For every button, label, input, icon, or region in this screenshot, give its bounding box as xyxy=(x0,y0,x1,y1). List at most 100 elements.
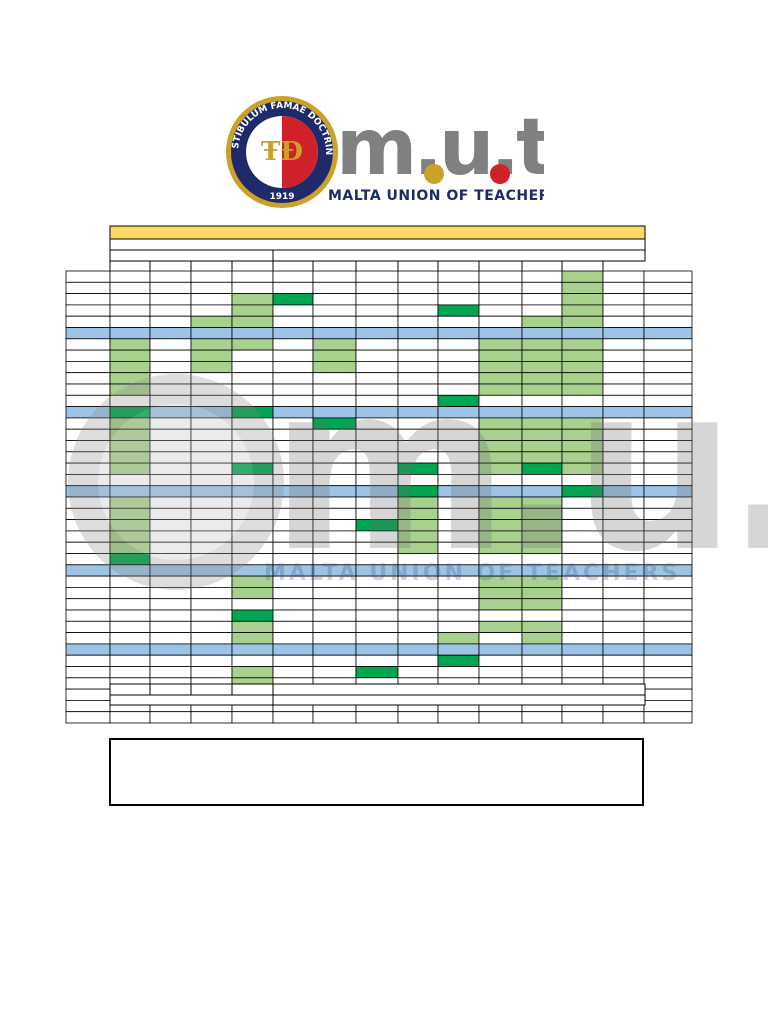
week-separator-cell xyxy=(231,406,274,419)
calendar-cell xyxy=(231,519,274,532)
calendar-cell xyxy=(437,349,480,362)
calendar-cell xyxy=(478,530,523,543)
calendar-cell xyxy=(643,281,693,294)
calendar-cell xyxy=(65,575,111,588)
calendar-cell xyxy=(231,598,274,611)
calendar-cell xyxy=(272,598,314,611)
calendar-cell xyxy=(397,360,439,374)
calendar-cell xyxy=(231,620,274,633)
calendar-cell xyxy=(397,519,439,532)
calendar-cell xyxy=(149,519,192,532)
calendar-cell xyxy=(643,541,693,554)
calendar-cell xyxy=(602,711,645,724)
calendar-cell xyxy=(643,270,693,283)
week-separator-cell xyxy=(397,564,439,577)
calendar-cell xyxy=(643,383,693,396)
calendar-cell xyxy=(643,338,693,351)
calendar-cell xyxy=(437,394,480,407)
calendar-cell xyxy=(149,360,192,374)
calendar-cell xyxy=(231,666,274,679)
calendar-cell xyxy=(521,587,563,600)
calendar-cell xyxy=(561,315,604,328)
week-separator-cell xyxy=(437,406,480,419)
calendar-cell xyxy=(190,383,233,396)
calendar-cell xyxy=(355,541,399,554)
week-separator-cell xyxy=(65,564,111,577)
calendar-cell xyxy=(602,620,645,633)
calendar-cell xyxy=(355,473,399,487)
calendar-cell xyxy=(190,598,233,611)
calendar-cell xyxy=(397,553,439,566)
calendar-cell xyxy=(437,440,480,453)
week-separator-cell xyxy=(149,406,192,419)
calendar-column-header xyxy=(109,249,646,262)
calendar-cell xyxy=(312,519,357,532)
calendar-cell xyxy=(355,462,399,475)
calendar-cell xyxy=(437,315,480,328)
calendar-cell xyxy=(355,315,399,328)
calendar-cell xyxy=(397,632,439,645)
calendar-cell xyxy=(602,293,645,306)
calendar-cell xyxy=(521,620,563,633)
calendar-cell xyxy=(643,372,693,385)
calendar-cell xyxy=(478,507,523,520)
week-separator-cell xyxy=(312,643,357,656)
calendar-cell xyxy=(190,462,233,475)
calendar-cell xyxy=(312,372,357,385)
calendar-cell xyxy=(312,281,357,294)
calendar-cell xyxy=(478,654,523,667)
footer-note xyxy=(111,740,642,752)
calendar-cell xyxy=(231,372,274,385)
calendar-cell xyxy=(312,451,357,464)
calendar-cell xyxy=(437,428,480,441)
calendar-cell xyxy=(643,609,693,622)
calendar-cell xyxy=(397,281,439,294)
week-separator-cell xyxy=(561,564,604,577)
calendar-cell xyxy=(312,462,357,475)
calendar-cell xyxy=(397,587,439,600)
calendar-cell xyxy=(561,496,604,509)
calendar-cell xyxy=(437,281,480,294)
calendar-cell xyxy=(521,462,563,475)
week-separator-cell xyxy=(643,564,693,577)
week-separator-cell xyxy=(355,643,399,656)
calendar-cell xyxy=(312,383,357,396)
calendar-cell xyxy=(397,496,439,509)
calendar-cell xyxy=(643,530,693,543)
calendar-cell xyxy=(109,541,151,554)
calendar-cell xyxy=(190,541,233,554)
calendar-cell xyxy=(109,270,151,283)
calendar-cell xyxy=(478,496,523,509)
calendar-cell xyxy=(231,496,274,509)
calendar-cell xyxy=(355,440,399,453)
week-separator-cell xyxy=(521,327,563,340)
week-separator-cell xyxy=(149,485,192,498)
week-separator-cell xyxy=(149,327,192,340)
calendar-cell xyxy=(478,270,523,283)
calendar-cell xyxy=(478,451,523,464)
week-separator-cell xyxy=(231,643,274,656)
calendar-cell xyxy=(272,666,314,679)
calendar-cell xyxy=(478,711,523,724)
calendar-cell xyxy=(231,507,274,520)
week-separator-cell xyxy=(312,327,357,340)
calendar-cell xyxy=(602,462,645,475)
calendar-cell xyxy=(561,553,604,566)
calendar-cell xyxy=(355,587,399,600)
calendar-cell xyxy=(355,383,399,396)
calendar-cell xyxy=(272,440,314,453)
calendar-cell xyxy=(561,451,604,464)
calendar-cell xyxy=(355,338,399,351)
calendar-cell xyxy=(109,666,151,679)
calendar-cell xyxy=(561,587,604,600)
calendar-cell xyxy=(397,530,439,543)
calendar-cell xyxy=(109,609,151,622)
calendar-cell xyxy=(643,666,693,679)
calendar-cell xyxy=(478,281,523,294)
calendar-cell xyxy=(478,315,523,328)
calendar-cell xyxy=(561,338,604,351)
calendar-cell xyxy=(561,519,604,532)
calendar-cell xyxy=(190,496,233,509)
calendar-cell xyxy=(312,440,357,453)
calendar-cell xyxy=(602,666,645,679)
